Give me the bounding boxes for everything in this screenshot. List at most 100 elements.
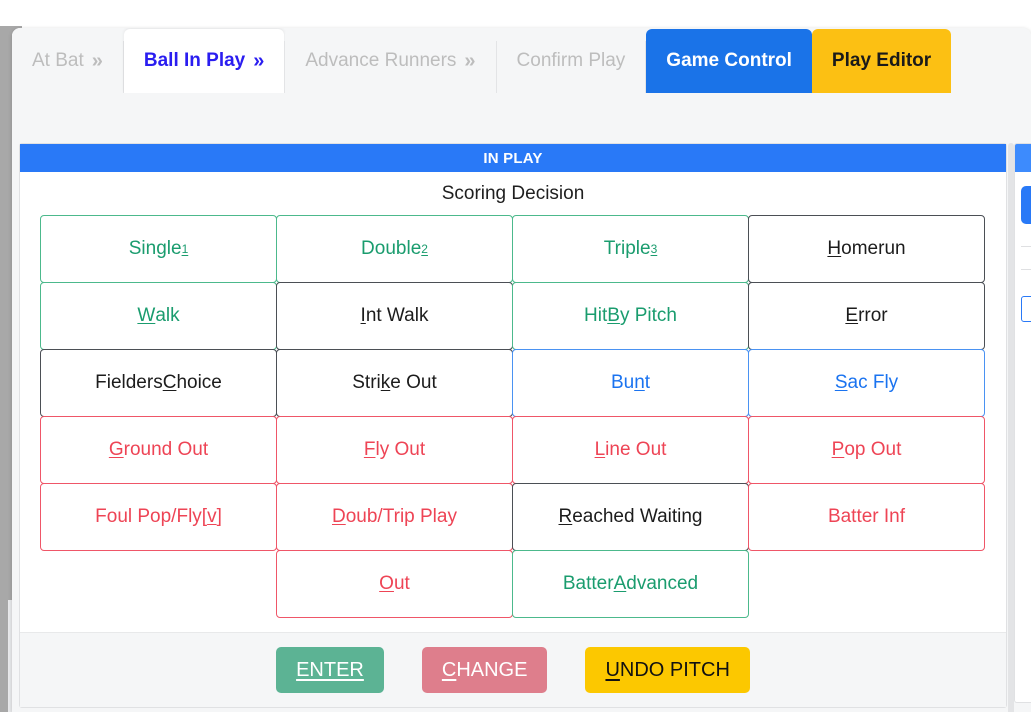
label-suffix: op Out [844,439,902,460]
accelerator-key: ENTER [296,658,364,681]
label-prefix: Foul Pop/Fly[ [95,506,208,527]
label-suffix: dvanced [626,573,699,594]
in-play-panel: IN PLAY Scoring Decision Single 1 Double 2 T… [19,143,1007,708]
accelerator-key: E [845,305,859,326]
accelerator-key: 3 [650,242,658,256]
label-prefix: Batter Inf [827,506,906,527]
tab-separator [645,41,647,93]
label-suffix: HANGE [456,658,528,681]
tab-ball-in-play[interactable]: Ball In Play » [123,29,285,93]
accelerator-key: C [162,372,177,393]
label-suffix: ] [216,506,222,527]
undo-pitch-button[interactable]: U NDO PITCH [585,647,750,693]
label-suffix: ut [393,573,410,594]
accelerator-key: U [605,658,620,681]
action-button-bar: ENTER C HANGE U NDO PITCH [20,632,1006,707]
label-suffix: e Out [390,372,437,393]
accelerator-key: G [108,439,124,460]
tab-label: Game Control [666,50,792,71]
accelerator-key: 2 [421,242,428,256]
scoring-cell-empty [40,550,277,618]
label-suffix: NDO PITCH [619,658,730,681]
label-suffix: ine Out [605,439,667,460]
label-suffix: round Out [123,439,209,460]
tab-separator [284,41,286,93]
label-suffix: nt Walk [365,305,429,326]
tab-label: At Bat [32,50,84,71]
accelerator-key: R [558,506,573,527]
scoring-button-single[interactable]: Single 1 [40,215,277,283]
tab-label: Ball In Play [143,50,246,71]
accelerator-key: 1 [181,242,189,256]
tab-play-editor[interactable]: Play Editor [811,29,952,93]
chevron-double-right-icon: » [464,49,476,72]
scoring-button-strike-out[interactable]: Stri k e Out [276,349,513,417]
scoring-button-triple[interactable]: Triple 3 [512,215,749,283]
label-prefix: Single [128,238,182,259]
accelerator-key: F [363,439,376,460]
accelerator-key: k [380,372,391,393]
label-prefix: Stri [352,372,381,393]
chevron-double-right-icon: » [91,49,103,72]
accelerator-key: S [834,372,848,393]
label-prefix: Bu [610,372,635,393]
accelerator-key: O [379,573,394,594]
label-prefix: Triple [603,238,651,259]
scoring-button-double[interactable]: Double 2 [276,215,513,283]
tab-at-bat[interactable]: At Bat » [12,29,123,93]
accelerator-key: D [332,506,346,527]
change-button[interactable]: C HANGE [421,647,548,693]
panel-scroll-divider[interactable] [1008,143,1014,712]
side-panel-field[interactable] [1021,296,1031,322]
accelerator-superscript: 1 [182,242,189,256]
label-prefix: Double [361,238,422,259]
label-suffix: omerun [841,238,906,259]
tab-label: Advance Runners [305,50,457,71]
scoring-button-batter-inf[interactable]: Batter Inf [748,483,985,551]
side-panel-partial [1014,143,1031,703]
scoring-button-foul-pop-fly-v[interactable]: Foul Pop/Fly[v] [40,483,277,551]
left-gutter-top-cap [0,0,22,26]
scoring-button-bunt[interactable]: Bu n t [512,349,749,417]
label-suffix: alk [155,305,180,326]
panel-area: IN PLAY Scoring Decision Single 1 Double 2 T… [12,93,1031,712]
panel-title-bar: IN PLAY [20,144,1006,172]
side-panel-button[interactable] [1021,186,1031,224]
enter-button[interactable]: ENTER [276,647,384,693]
tab-label: Play Editor [831,50,932,71]
accelerator-key: n [634,372,645,393]
label-prefix: Batter [562,573,614,594]
accelerator-key: C [441,658,457,681]
tab-separator [495,41,497,93]
side-panel-divider [1021,246,1031,247]
tab-game-control[interactable]: Game Control [646,29,812,93]
label-suffix: y Pitch [619,305,677,326]
label-suffix: oub/Trip Play [345,506,457,527]
tab-advance-runners[interactable]: Advance Runners » [285,29,496,93]
label-suffix: rror [858,305,888,326]
app-card: At Bat » Ball In Play » Advance Runners » Conf… [12,28,1031,712]
label-prefix: Fielders [95,372,163,393]
tab-confirm-play[interactable]: Confirm Play [496,29,646,93]
label-suffix: ac Fly [847,372,899,393]
accelerator-superscript: 3 [651,242,658,256]
accelerator-key: B [607,305,620,326]
accelerator-key: L [594,439,606,460]
